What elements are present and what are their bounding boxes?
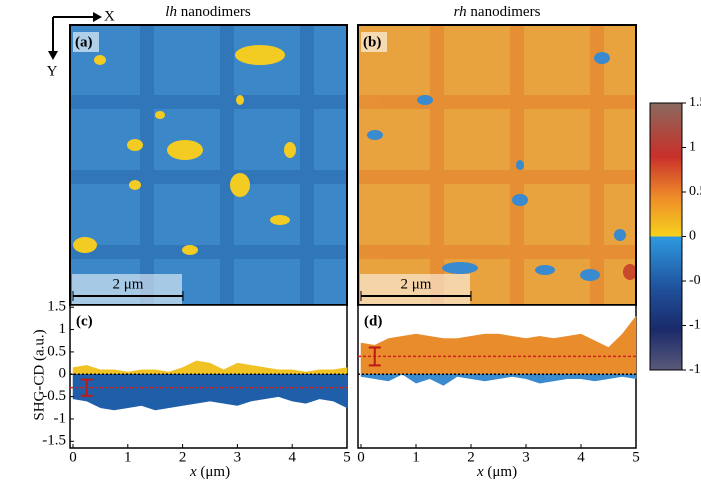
x-tick-label: 5 xyxy=(632,449,640,465)
x-axis-label: x (μm) xyxy=(476,464,517,480)
panel-label: (c) xyxy=(76,313,93,329)
title-italic: rh xyxy=(454,4,467,20)
colorbar xyxy=(649,102,683,371)
plots: 1.510.50-0.5-1-1.50123451.510.50-0.5-1-1… xyxy=(42,95,701,465)
x-tick-label: 2 xyxy=(467,449,475,465)
error-bar xyxy=(80,378,93,397)
panel-label: (d) xyxy=(364,313,382,329)
heatmap-a xyxy=(69,24,348,306)
y-tick-label: 0 xyxy=(59,366,67,382)
x-arrow-head xyxy=(93,12,102,22)
y-arrow-label: Y xyxy=(47,63,58,79)
title: nanodimers xyxy=(470,4,540,20)
y-tick-label: -1.5 xyxy=(42,433,66,449)
heatmap-b xyxy=(357,24,637,306)
x-tick-label: 3 xyxy=(234,449,242,465)
colorbar-tick-label: 1 xyxy=(689,140,696,155)
x-label: (μm) xyxy=(200,464,230,480)
x-tick-label: 4 xyxy=(577,449,585,465)
colorbar-tick-label: 0.5 xyxy=(689,184,701,199)
colorbar-tick-label: -1.5 xyxy=(689,362,701,377)
panel-label: (b) xyxy=(363,34,381,50)
x-tick-label: 1 xyxy=(124,449,132,465)
panel-label: (a) xyxy=(75,34,93,50)
x-label-italic: x xyxy=(189,464,197,480)
label-bg xyxy=(73,32,99,52)
x-tick-label: 0 xyxy=(69,449,77,465)
y-tick-label: -0.5 xyxy=(42,388,66,404)
x-tick-label: 1 xyxy=(412,449,420,465)
profile-area xyxy=(72,374,348,411)
colorbar-tick-label: 1.5 xyxy=(689,95,701,110)
y-tick-label: -1 xyxy=(54,410,67,426)
x-tick-label: 4 xyxy=(288,449,296,465)
x-axis-label: x (μm) xyxy=(189,464,230,480)
y-tick-label: 0.5 xyxy=(47,343,66,359)
x-label-italic: x xyxy=(476,464,484,480)
panel-title: rh nanodimers xyxy=(454,4,541,20)
x-tick-label: 0 xyxy=(357,449,365,465)
error-bar xyxy=(368,346,381,367)
colorbar-tick-label: -1 xyxy=(689,318,701,333)
x-tick-label: 5 xyxy=(343,449,351,465)
colorbar-tick-label: -0.5 xyxy=(689,273,701,288)
panel-title: lh nanodimers xyxy=(165,4,251,20)
profile-area xyxy=(360,315,637,375)
y-axis-label: SHG-CD (a.u.) xyxy=(31,329,47,420)
x-arrow-label: X xyxy=(104,8,115,24)
x-label: (μm) xyxy=(487,464,517,480)
scale-bar-label: 2 μm xyxy=(113,276,144,292)
scale-bar-label: 2 μm xyxy=(401,276,432,292)
title-italic: lh xyxy=(165,4,177,20)
profile-area xyxy=(360,373,637,386)
colorbar-tick-label: 0 xyxy=(689,229,696,244)
title: nanodimers xyxy=(181,4,251,20)
profile-area xyxy=(72,360,348,375)
y-tick-label: 1.5 xyxy=(47,299,66,315)
label-bg xyxy=(361,32,387,52)
x-tick-label: 3 xyxy=(522,449,530,465)
x-tick-label: 2 xyxy=(179,449,187,465)
y-tick-label: 1 xyxy=(59,321,67,337)
y-arrow-head xyxy=(48,51,58,60)
